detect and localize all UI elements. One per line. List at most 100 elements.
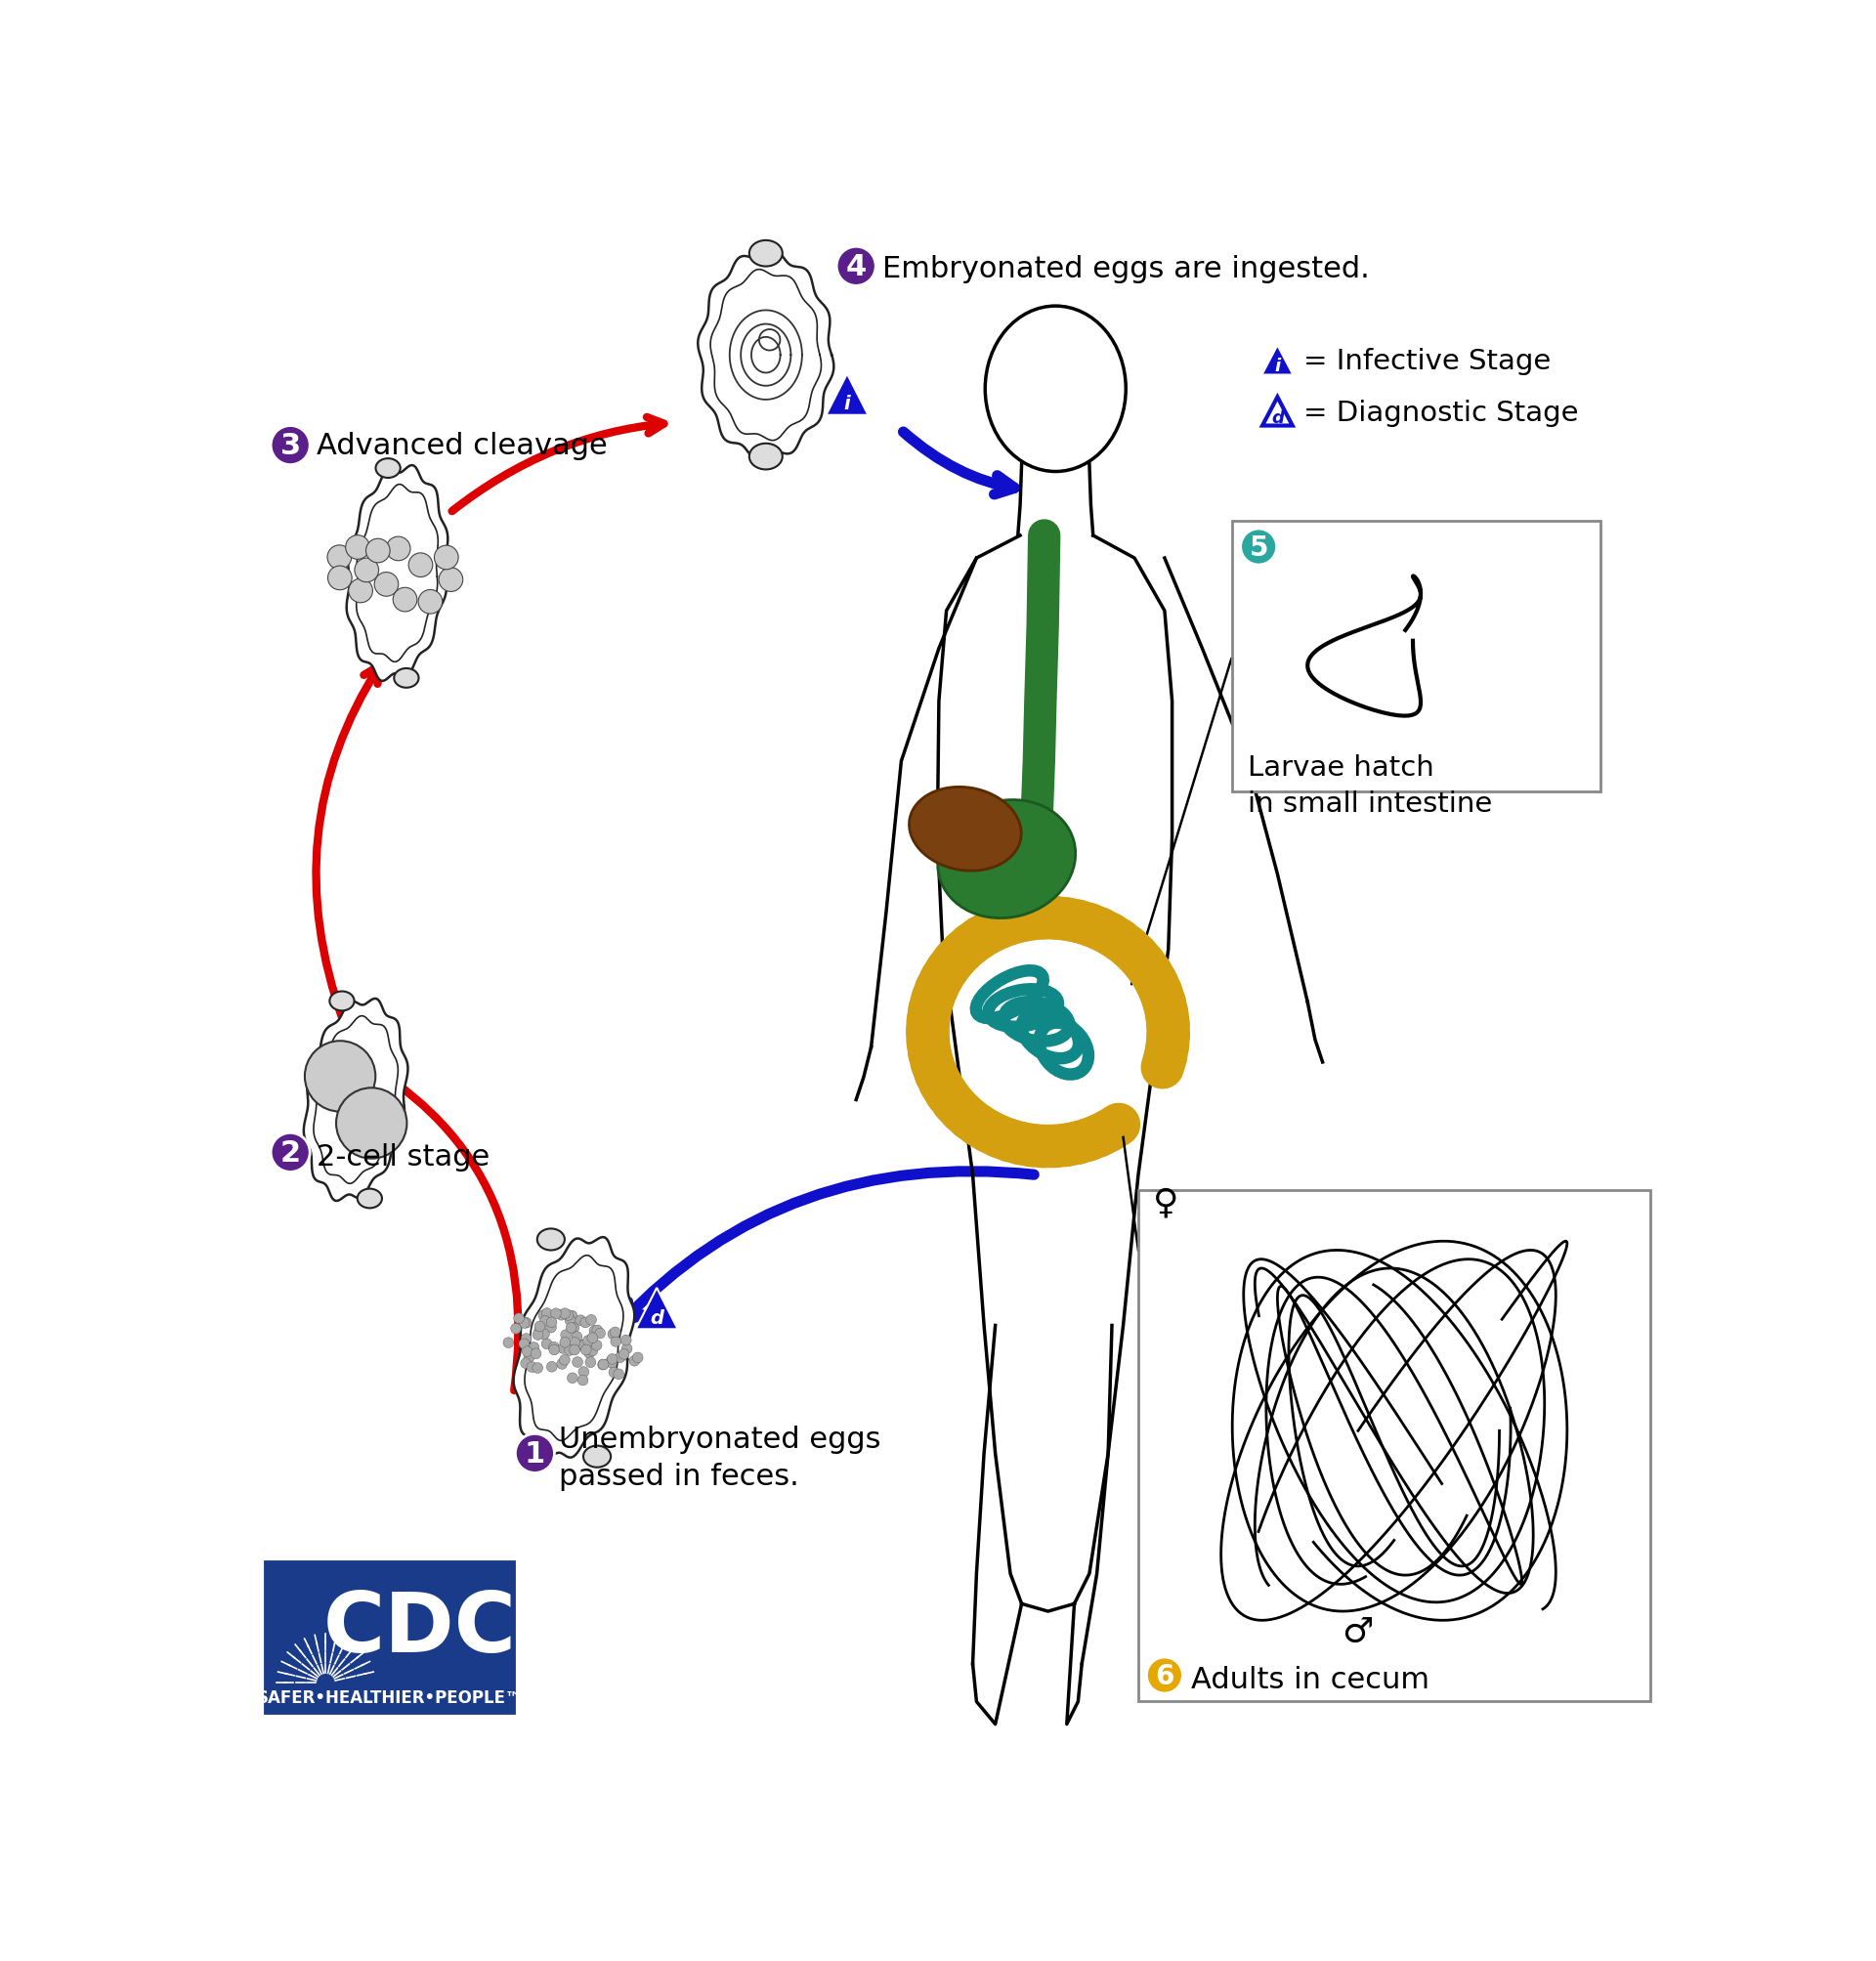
Circle shape: [552, 1308, 561, 1320]
Text: ♂: ♂: [1341, 1616, 1373, 1649]
FancyBboxPatch shape: [1139, 1190, 1649, 1702]
Circle shape: [522, 1359, 531, 1369]
Text: Unembryonated eggs
passed in feces.: Unembryonated eggs passed in feces.: [559, 1424, 882, 1490]
Circle shape: [503, 1337, 514, 1349]
Circle shape: [375, 573, 398, 596]
Circle shape: [610, 1328, 621, 1337]
Circle shape: [565, 1316, 576, 1326]
Circle shape: [587, 1333, 598, 1343]
Circle shape: [619, 1349, 628, 1359]
Circle shape: [546, 1361, 557, 1373]
Text: 1: 1: [525, 1439, 546, 1467]
Text: 4: 4: [846, 253, 867, 280]
Circle shape: [336, 1088, 407, 1159]
Circle shape: [529, 1343, 538, 1353]
Circle shape: [610, 1337, 621, 1347]
Circle shape: [409, 553, 433, 578]
Circle shape: [587, 1345, 598, 1357]
Circle shape: [523, 1353, 535, 1363]
Circle shape: [559, 1337, 570, 1347]
Circle shape: [576, 1316, 585, 1326]
Text: CDC: CDC: [325, 1588, 518, 1669]
Circle shape: [546, 1322, 557, 1333]
Circle shape: [270, 426, 310, 465]
Circle shape: [533, 1363, 542, 1373]
Polygon shape: [347, 467, 448, 682]
Circle shape: [576, 1339, 587, 1351]
Circle shape: [613, 1369, 625, 1381]
Text: i: i: [844, 394, 850, 414]
Circle shape: [565, 1345, 574, 1355]
Circle shape: [589, 1326, 600, 1335]
Circle shape: [632, 1353, 643, 1363]
Circle shape: [516, 1433, 555, 1473]
Circle shape: [345, 535, 370, 561]
Circle shape: [535, 1326, 544, 1335]
Circle shape: [570, 1335, 582, 1347]
Ellipse shape: [749, 443, 782, 471]
Circle shape: [567, 1373, 578, 1384]
Circle shape: [550, 1345, 559, 1355]
Circle shape: [628, 1355, 640, 1367]
Circle shape: [608, 1353, 617, 1365]
Circle shape: [533, 1330, 544, 1339]
Circle shape: [570, 1337, 580, 1347]
Circle shape: [366, 539, 390, 563]
Text: ♀: ♀: [1154, 1186, 1180, 1220]
Circle shape: [557, 1343, 568, 1353]
Text: 3: 3: [280, 431, 300, 461]
Circle shape: [585, 1316, 597, 1326]
Circle shape: [582, 1345, 591, 1355]
Circle shape: [583, 1349, 595, 1359]
Circle shape: [598, 1359, 608, 1371]
Circle shape: [568, 1345, 580, 1355]
Circle shape: [1240, 529, 1278, 565]
Polygon shape: [304, 998, 407, 1202]
Text: Larvae hatch
in small intestine: Larvae hatch in small intestine: [1248, 755, 1491, 818]
Polygon shape: [1263, 347, 1293, 375]
Polygon shape: [698, 251, 833, 461]
Text: 2-cell stage: 2-cell stage: [317, 1143, 490, 1171]
Circle shape: [583, 1335, 593, 1345]
Circle shape: [304, 1041, 375, 1112]
Circle shape: [433, 545, 458, 571]
Circle shape: [568, 1324, 580, 1333]
Circle shape: [615, 1353, 625, 1363]
Circle shape: [418, 590, 443, 614]
Circle shape: [270, 1133, 310, 1173]
Circle shape: [578, 1339, 589, 1351]
Polygon shape: [636, 1288, 677, 1330]
Circle shape: [349, 578, 373, 604]
Circle shape: [559, 1308, 570, 1320]
Text: = Diagnostic Stage: = Diagnostic Stage: [1304, 400, 1580, 426]
Circle shape: [514, 1314, 523, 1324]
Text: 6: 6: [1156, 1661, 1174, 1688]
Circle shape: [535, 1322, 546, 1332]
Circle shape: [567, 1324, 576, 1333]
Circle shape: [578, 1375, 587, 1386]
Circle shape: [557, 1359, 567, 1369]
Text: d: d: [649, 1308, 664, 1328]
Circle shape: [520, 1339, 529, 1349]
Circle shape: [326, 545, 351, 571]
Ellipse shape: [749, 241, 782, 267]
Circle shape: [392, 588, 416, 612]
Circle shape: [540, 1316, 550, 1326]
Circle shape: [591, 1339, 602, 1351]
Ellipse shape: [375, 459, 400, 478]
Ellipse shape: [938, 800, 1075, 918]
Ellipse shape: [330, 992, 355, 1012]
Circle shape: [510, 1324, 522, 1333]
Circle shape: [522, 1318, 531, 1328]
Circle shape: [522, 1333, 531, 1345]
Circle shape: [548, 1341, 559, 1353]
Circle shape: [593, 1326, 602, 1335]
Text: 2: 2: [280, 1139, 300, 1167]
Circle shape: [595, 1328, 606, 1339]
Circle shape: [585, 1357, 597, 1369]
Circle shape: [606, 1357, 617, 1369]
Text: i: i: [1274, 357, 1281, 375]
FancyBboxPatch shape: [263, 1559, 518, 1716]
Circle shape: [572, 1332, 582, 1343]
Polygon shape: [825, 375, 869, 416]
